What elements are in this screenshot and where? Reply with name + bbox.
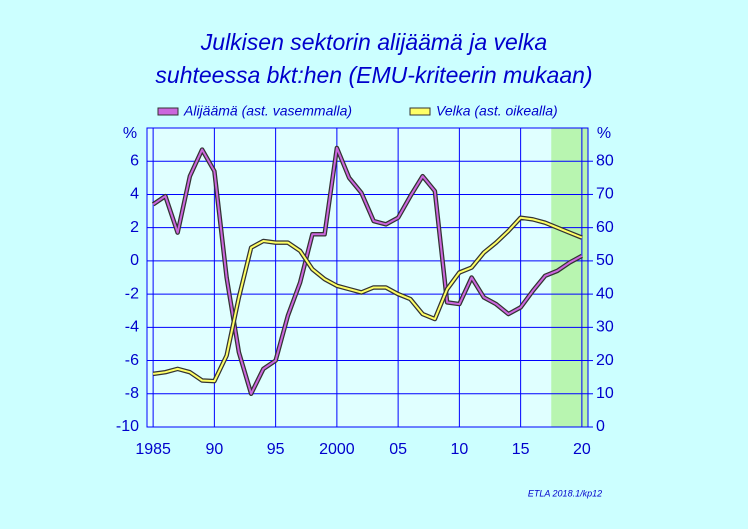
- legend-label: Velka (ast. oikealla): [436, 103, 558, 119]
- y2-tick-label: 50: [596, 252, 614, 269]
- y-tick-label: -6: [125, 352, 139, 369]
- y-tick-label: 6: [130, 152, 139, 169]
- legend-swatch: [409, 107, 431, 116]
- chart-title: Julkisen sektorin alijäämä ja velka: [200, 29, 547, 55]
- y-tick-label: 2: [130, 219, 139, 236]
- chart-title: suhteessa bkt:hen (EMU-kriteerin mukaan): [155, 62, 592, 88]
- y2-tick-label: 70: [596, 186, 614, 203]
- x-tick-label: 95: [267, 441, 285, 458]
- y2-tick-label: 80: [596, 152, 614, 169]
- y2-tick-label: 40: [596, 285, 614, 302]
- y2-tick-label: 60: [596, 219, 614, 236]
- x-tick-label: 2000: [319, 441, 355, 458]
- legend-label: Alijäämä (ast. vasemmalla): [183, 103, 352, 119]
- x-tick-label: 15: [512, 441, 530, 458]
- y2-tick-label: 30: [596, 319, 614, 336]
- x-tick-label: 1985: [135, 441, 171, 458]
- y-tick-label: -4: [125, 319, 139, 336]
- y-unit: %: [123, 125, 137, 142]
- x-tick-label: 05: [389, 441, 407, 458]
- y-tick-label: -8: [125, 385, 139, 402]
- forecast-shade: [551, 128, 588, 427]
- series-line: [152, 146, 583, 395]
- y-tick-label: 4: [130, 186, 139, 203]
- plot-border: [146, 127, 589, 428]
- x-tick-label: 10: [450, 441, 468, 458]
- source-note: ETLA 2018.1/kp12: [528, 488, 602, 498]
- plot-area: [147, 128, 588, 427]
- y2-tick-label: 20: [596, 352, 614, 369]
- y-tick-label: 0: [130, 252, 139, 269]
- y-tick-label: -10: [116, 418, 139, 435]
- x-tick-label: 20: [573, 441, 591, 458]
- series-line: [152, 216, 583, 383]
- x-tick-label: 90: [205, 441, 223, 458]
- y2-tick-label: 10: [596, 385, 614, 402]
- legend-swatch: [157, 107, 179, 116]
- y-tick-label: -2: [125, 285, 139, 302]
- y2-unit: %: [597, 125, 611, 142]
- y2-tick-label: 0: [596, 418, 605, 435]
